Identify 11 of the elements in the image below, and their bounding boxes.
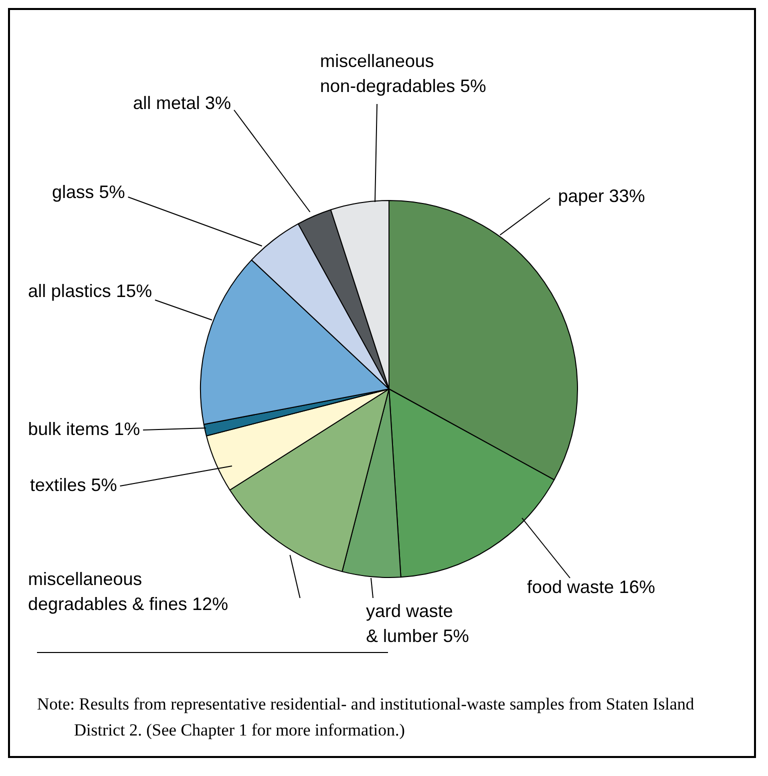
slice-label: all plastics 15% <box>28 280 152 301</box>
slice-label: paper 33% <box>558 186 646 206</box>
slice-label: textiles 5% <box>30 474 118 495</box>
slice-label: food waste 16% <box>527 576 656 597</box>
slice-label: glass 5% <box>52 182 126 202</box>
slice-label: yard waste & lumber 5% <box>366 600 470 646</box>
slice-label: all metal 3% <box>133 92 232 113</box>
slice-label: bulk items 1% <box>28 418 140 439</box>
text: Note: Results from representative residential- and institutional-waste samples from Staten Island District 2. (See Chapter 1 for more information.) <box>37 694 695 740</box>
slice-label: miscellaneous non-degradables 5% <box>320 50 486 96</box>
slice-label: miscellaneous degradables & fines 12% <box>28 568 228 614</box>
